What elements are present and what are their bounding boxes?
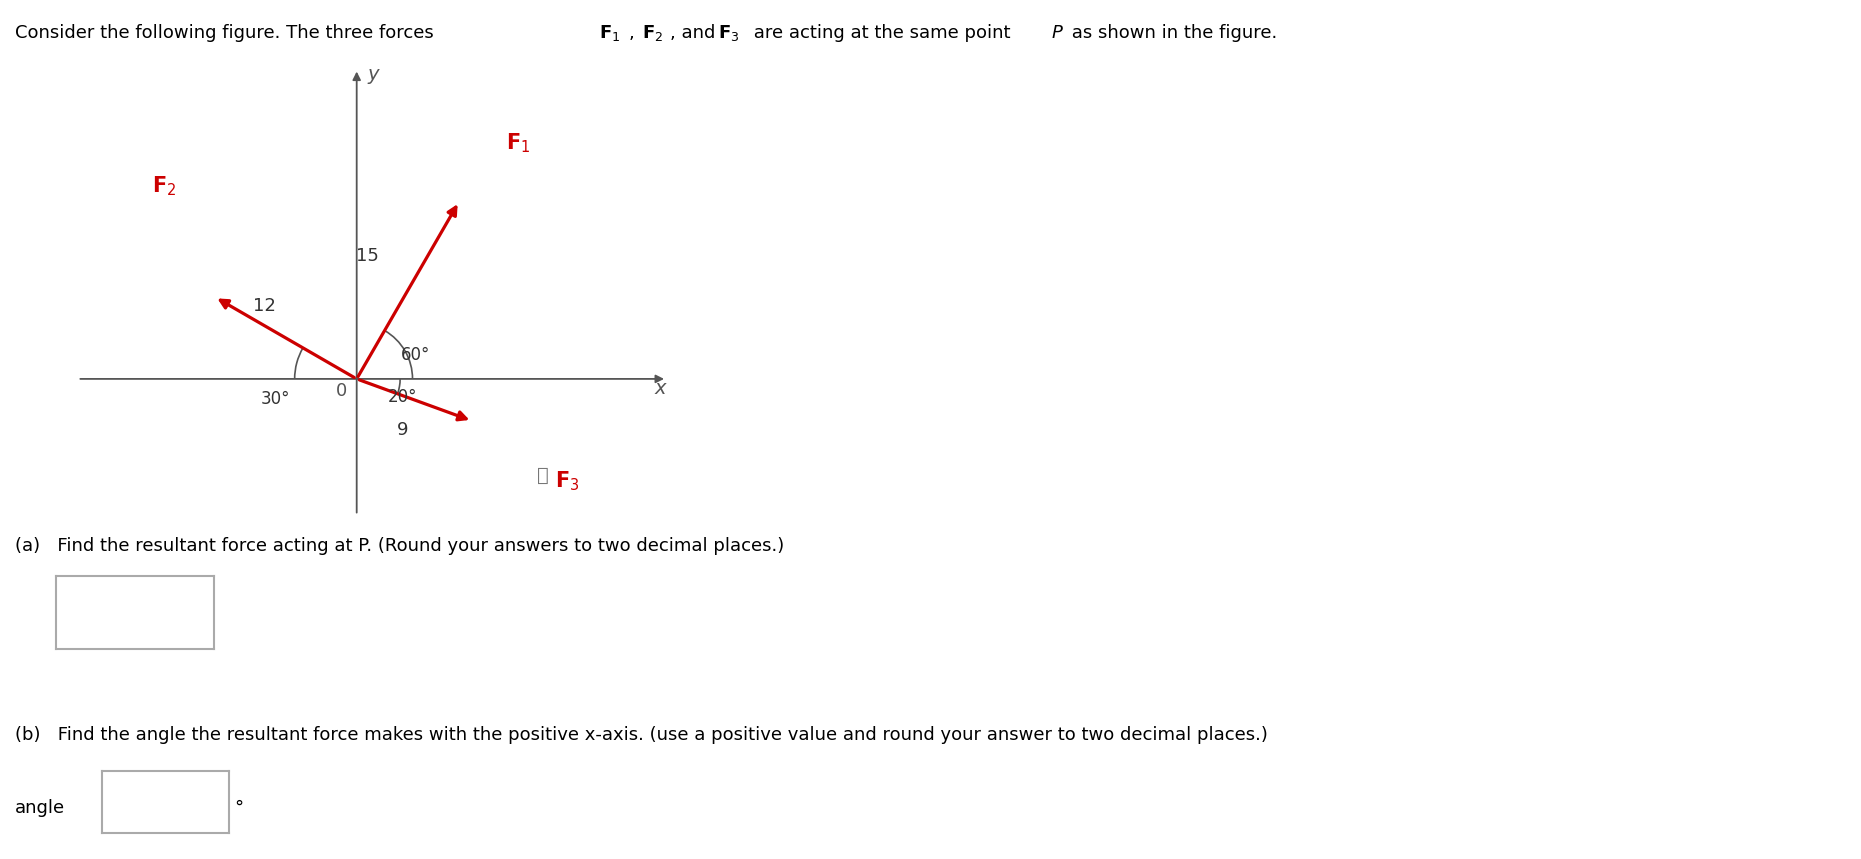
Text: $\mathbf{F}_1$: $\mathbf{F}_1$ bbox=[599, 23, 620, 43]
Text: x: x bbox=[655, 380, 666, 399]
Text: ,: , bbox=[629, 24, 640, 42]
Text: y: y bbox=[368, 65, 380, 84]
Text: 30°: 30° bbox=[261, 390, 290, 408]
Text: (b)   Find the angle the resultant force makes with the positive x-axis. (use a : (b) Find the angle the resultant force m… bbox=[15, 726, 1267, 744]
Text: $\mathbf{F}_1$: $\mathbf{F}_1$ bbox=[506, 131, 530, 155]
Text: 15: 15 bbox=[355, 247, 378, 265]
Text: $\mathbf{F}_3$: $\mathbf{F}_3$ bbox=[718, 23, 741, 43]
Text: 12: 12 bbox=[253, 296, 275, 314]
Text: angle: angle bbox=[15, 799, 65, 817]
Text: 20°: 20° bbox=[387, 388, 417, 406]
Text: are acting at the same point: are acting at the same point bbox=[748, 24, 1016, 42]
Text: ⓘ: ⓘ bbox=[538, 466, 549, 484]
Text: $\mathbf{F}_2$: $\mathbf{F}_2$ bbox=[642, 23, 663, 43]
Text: $\mathbf{F}_3$: $\mathbf{F}_3$ bbox=[555, 470, 581, 493]
Text: 9: 9 bbox=[396, 421, 409, 439]
Text: 60°: 60° bbox=[402, 346, 430, 364]
Text: °: ° bbox=[234, 799, 244, 817]
Text: $P$: $P$ bbox=[1051, 24, 1064, 42]
Text: 0: 0 bbox=[335, 382, 346, 400]
Text: , and: , and bbox=[670, 24, 720, 42]
Text: (a)   Find the resultant force acting at P. (Round your answers to two decimal p: (a) Find the resultant force acting at P… bbox=[15, 537, 783, 555]
Text: Consider the following figure. The three forces: Consider the following figure. The three… bbox=[15, 24, 439, 42]
Text: as shown in the figure.: as shown in the figure. bbox=[1066, 24, 1279, 42]
Text: $\mathbf{F}_2$: $\mathbf{F}_2$ bbox=[153, 174, 177, 198]
